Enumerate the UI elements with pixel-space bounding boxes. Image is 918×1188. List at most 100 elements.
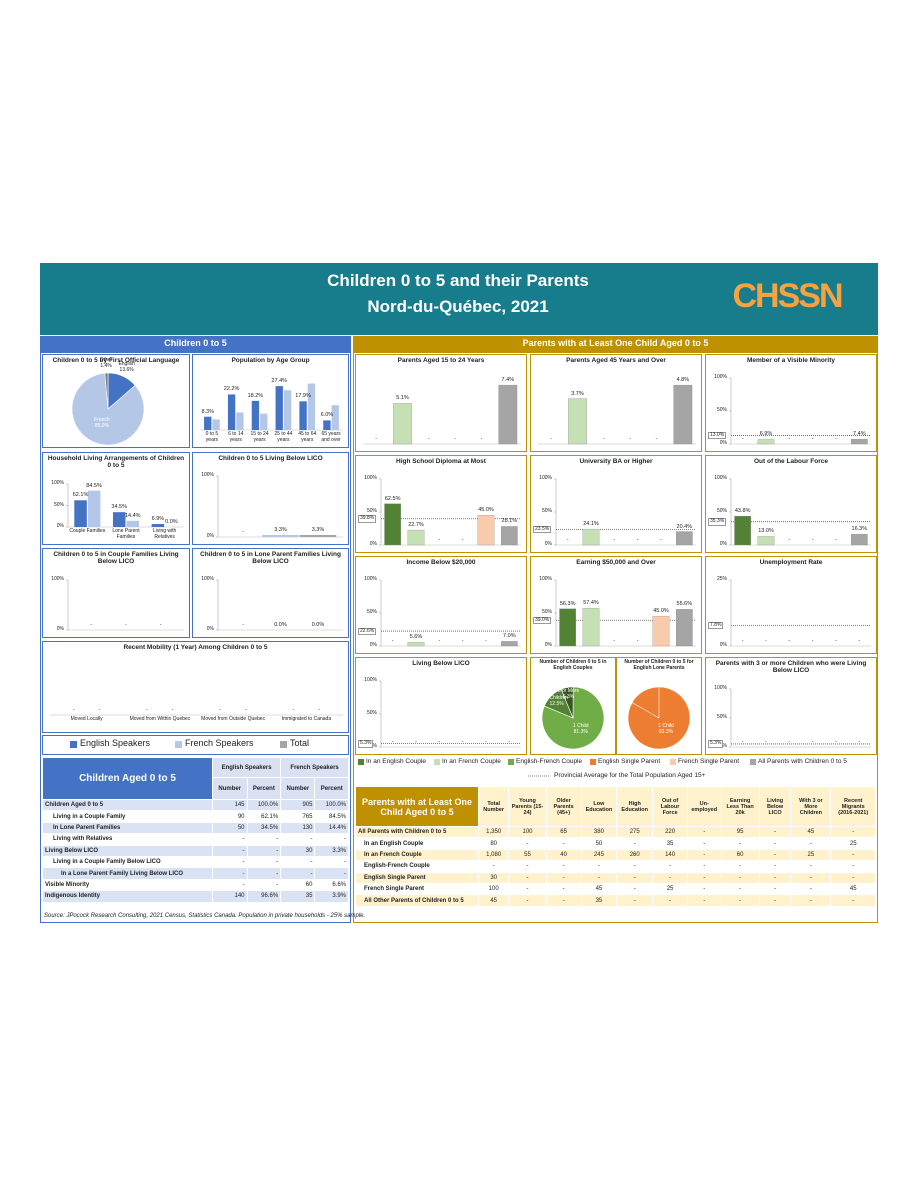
header-band <box>40 263 878 335</box>
chart-panel <box>705 455 877 553</box>
legend-swatch <box>175 741 182 748</box>
cell: - <box>314 833 349 846</box>
cell: 50 <box>580 837 618 850</box>
cell: 6.6% <box>314 878 349 892</box>
y-tick-label: 0% <box>719 541 727 547</box>
row-label: Living with Relatives <box>42 833 213 846</box>
value-label: - <box>835 537 837 543</box>
group-header: English Speakers <box>211 757 282 778</box>
reference-label: 39.8% <box>358 515 377 523</box>
value-label: 3.3% <box>274 526 287 533</box>
chart-title: Living Below LICO <box>412 660 470 667</box>
chart-panel <box>355 657 527 755</box>
bar <box>851 438 868 445</box>
value-label: - <box>629 436 632 442</box>
bar <box>676 531 693 546</box>
value-label: - <box>318 707 321 713</box>
bar <box>582 607 600 647</box>
value-label: 24.1% <box>583 521 599 528</box>
cell: - <box>314 855 349 869</box>
bar <box>299 401 307 430</box>
value-label: - <box>438 638 441 644</box>
column-header: Total Number <box>477 786 510 827</box>
y-tick-label: 50% <box>716 407 727 413</box>
value-label: - <box>485 638 487 644</box>
cell: - <box>686 882 722 896</box>
bar <box>260 413 268 430</box>
cell: 100 <box>477 882 510 896</box>
value-label: 45.0% <box>653 608 669 615</box>
value-label: - <box>741 638 744 644</box>
slice-label: 2 Children <box>661 683 685 690</box>
y-tick-label: 50% <box>366 609 377 615</box>
cell: - <box>246 844 282 857</box>
legend-swatch <box>358 759 364 765</box>
value-label: - <box>741 436 744 442</box>
bar <box>582 528 600 546</box>
parents-table: Parents with at Least One Child Aged 0 t… <box>355 786 876 907</box>
value-label: - <box>146 707 148 713</box>
cell: - <box>508 837 547 850</box>
slice-label: Other <box>99 357 113 364</box>
y-tick-label: 100% <box>539 576 552 582</box>
cell: - <box>686 825 722 839</box>
cell: - <box>280 855 316 869</box>
cell: - <box>758 871 792 884</box>
bar <box>262 534 299 537</box>
value-label: - <box>613 638 616 644</box>
value-label: 62.5% <box>384 495 401 502</box>
right-frame <box>353 336 878 923</box>
slice-label: French <box>94 417 110 424</box>
row-label: Living Below LICO <box>42 844 213 857</box>
cell: - <box>830 848 876 862</box>
value-label: - <box>461 739 464 745</box>
chart-panel <box>355 556 527 654</box>
pie-slice <box>71 372 145 446</box>
value-label: - <box>375 436 378 442</box>
table-row: Living Below LICO - -30 3.3% <box>42 844 349 857</box>
cell: - <box>652 871 688 884</box>
cell: - <box>616 894 654 907</box>
y-tick-label: 100% <box>51 480 64 486</box>
bar <box>757 439 775 445</box>
x-tick-label: 15 to 24 years <box>250 431 269 443</box>
value-label: - <box>72 707 75 713</box>
column-header: Percent <box>246 777 282 800</box>
value-label: - <box>391 739 394 745</box>
cell: 80 <box>477 837 510 850</box>
cell: 30 <box>280 844 316 857</box>
cell: 245 <box>580 848 618 862</box>
bar <box>251 400 260 430</box>
row-label: All Other Parents of Children 0 to 5 <box>355 894 479 907</box>
value-label: - <box>613 537 616 543</box>
table-row: Children Aged 0 to 5 English Speakers Fren… <box>42 757 349 800</box>
value-label: - <box>98 707 101 713</box>
value-label: - <box>765 638 767 644</box>
legend-label: Provincial Average for the Total Populat… <box>554 772 706 779</box>
value-label: - <box>788 436 791 442</box>
value-label: - <box>219 707 222 713</box>
legend-swatch <box>434 759 440 765</box>
value-label: - <box>858 638 861 644</box>
value-label: - <box>485 739 487 745</box>
chart-title: Children 0 to 5 in Lone Parent Families … <box>200 551 341 566</box>
value-label: - <box>125 622 127 628</box>
cell: - <box>508 882 547 896</box>
y-tick-label: 0% <box>719 440 727 446</box>
cell: 14.4% <box>314 821 349 835</box>
x-tick-label: Moved Locally <box>70 716 103 722</box>
cell: - <box>280 833 316 846</box>
slice-value: 13.6% <box>119 367 134 374</box>
chart-panel <box>42 641 349 733</box>
y-tick-label: 50% <box>366 508 377 514</box>
table-title: Parents with at Least One Child Aged 0 t… <box>355 786 479 827</box>
value-label: 56.3% <box>559 600 576 607</box>
y-tick-label: 50% <box>541 508 552 514</box>
value-label: - <box>438 537 441 543</box>
bar <box>323 420 331 430</box>
legend-swatch <box>70 741 77 748</box>
bar <box>676 609 693 647</box>
value-label: 55.6% <box>676 601 693 608</box>
cell: - <box>508 871 547 884</box>
table-title: Children Aged 0 to 5 <box>42 757 213 800</box>
